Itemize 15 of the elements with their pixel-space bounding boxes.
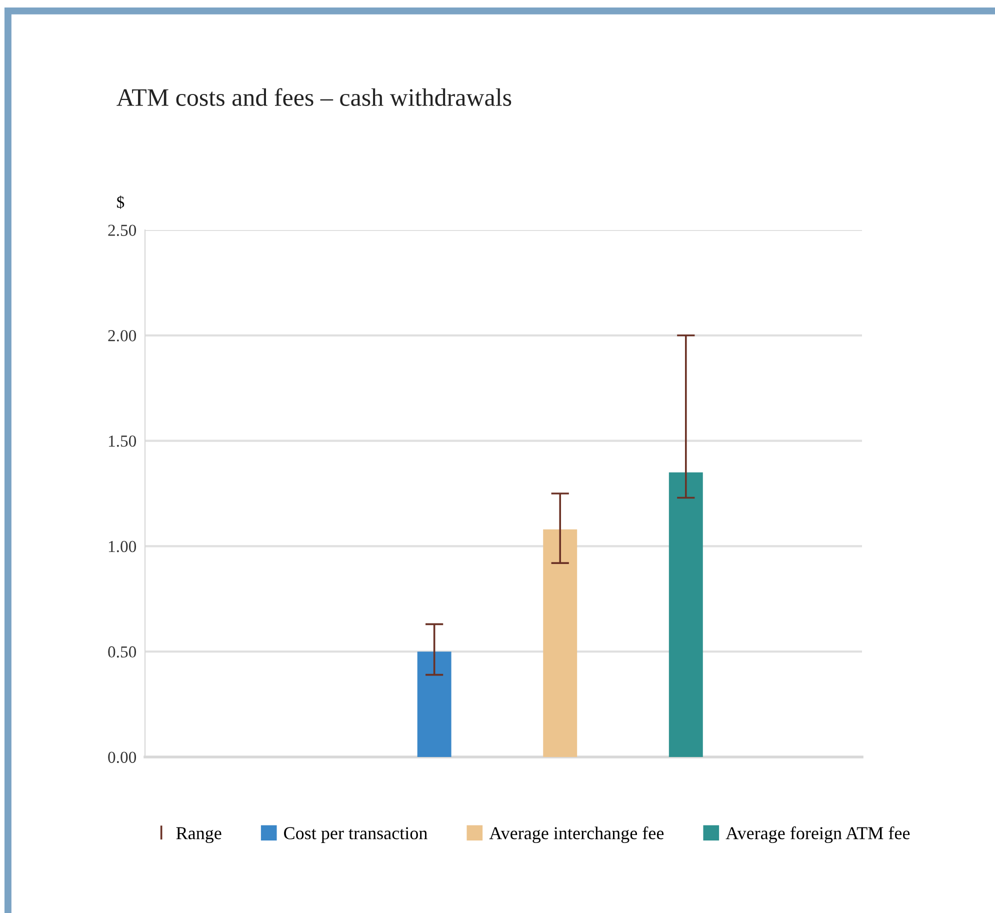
y-tick-label: 2.00 <box>108 330 136 342</box>
bar <box>543 529 578 757</box>
y-axis-title: $ <box>117 196 124 209</box>
chart-title: ATM costs and fees – cash withdrawals <box>116 88 512 106</box>
y-tick-label: 1.00 <box>108 540 136 552</box>
y-tick-label: 2.50 <box>108 224 136 236</box>
y-tick-label: 0.50 <box>108 646 136 658</box>
legend-label: Average interchange fee <box>489 826 664 844</box>
y-tick-label: 1.50 <box>108 436 136 447</box>
bar <box>668 472 703 757</box>
text: Range <box>176 827 222 844</box>
legend-label: Cost per transaction <box>284 827 428 843</box>
legend-label: Average foreign ATM fee <box>726 826 910 844</box>
bar <box>417 652 452 757</box>
y-tick-label: 0.00 <box>108 752 136 764</box>
